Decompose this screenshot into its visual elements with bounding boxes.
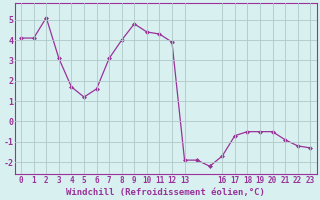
X-axis label: Windchill (Refroidissement éolien,°C): Windchill (Refroidissement éolien,°C) <box>66 188 265 197</box>
